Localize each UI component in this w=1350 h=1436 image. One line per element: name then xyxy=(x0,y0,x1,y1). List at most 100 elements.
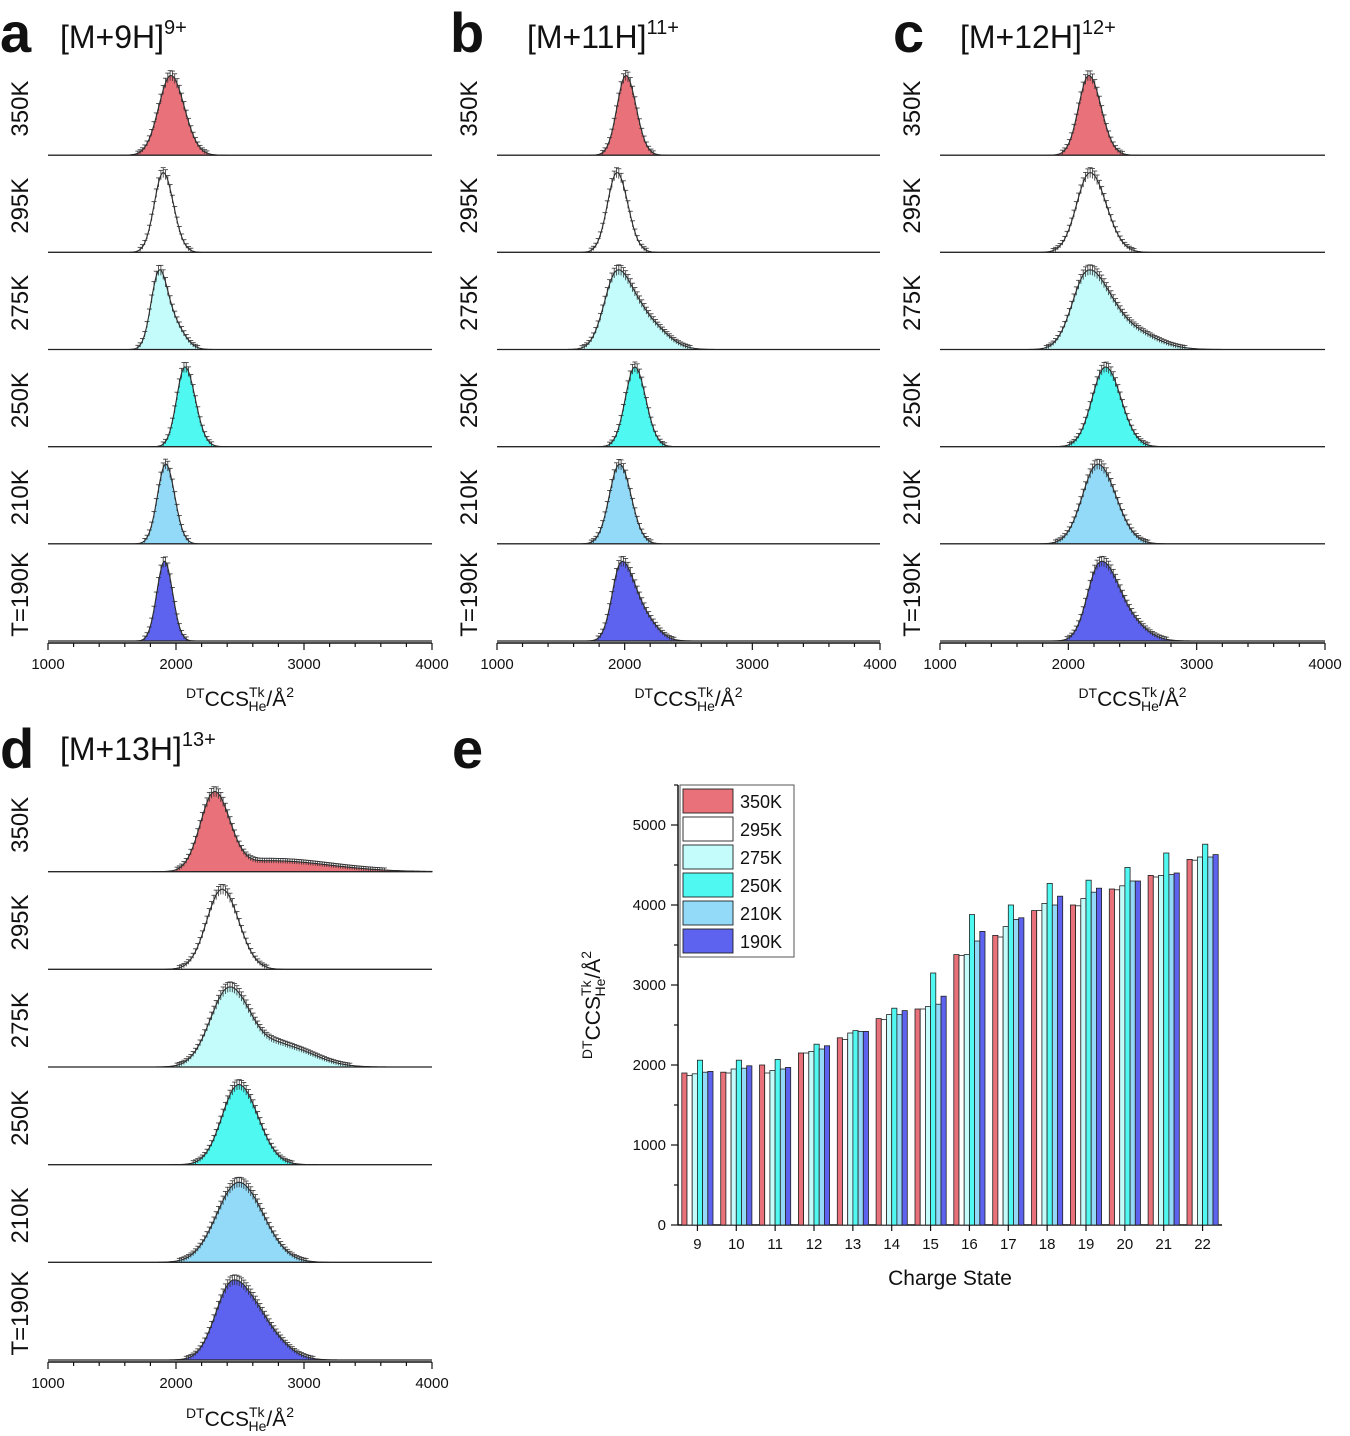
bar-210K-12 xyxy=(818,1048,825,1226)
x-tick-label: 2000 xyxy=(159,1375,192,1392)
bar-190K-13 xyxy=(862,1031,869,1226)
legend-label: 210K xyxy=(740,904,782,924)
x-tick-label: 20 xyxy=(1117,1236,1134,1253)
temp-label: 210K xyxy=(7,1187,34,1243)
temp-label: T=190K xyxy=(456,552,483,637)
legend-swatch-350K xyxy=(682,788,734,814)
bar-295K-11 xyxy=(764,1072,771,1226)
y-tick-label: 3000 xyxy=(633,977,666,994)
trace-275K: 275K xyxy=(7,981,432,1068)
panel-d: d [M+13H]13+ 350K 295K 275K 250K 210K T=190K 100… xyxy=(0,717,449,1434)
temp-label: 250K xyxy=(899,372,926,428)
bar-190K-9 xyxy=(707,1071,714,1226)
x-tick-label: 1000 xyxy=(480,656,513,673)
bar-210K-11 xyxy=(779,1068,786,1226)
bar-190K-18 xyxy=(1057,895,1064,1226)
bar-295K-10 xyxy=(725,1072,732,1226)
distribution-area xyxy=(48,269,432,351)
bar-295K-18 xyxy=(1036,910,1043,1226)
legend-swatch-250K xyxy=(682,872,734,898)
x-tick-label: 15 xyxy=(922,1236,939,1253)
bar-275K-21 xyxy=(1158,875,1165,1226)
distribution-area xyxy=(940,172,1325,253)
bar-250K-12 xyxy=(813,1043,820,1226)
x-tick-label: 1000 xyxy=(923,656,956,673)
bar-350K-13 xyxy=(836,1037,843,1226)
bar-295K-17 xyxy=(997,936,1004,1226)
trace-350K: 350K xyxy=(7,70,432,156)
trace-275K: 275K xyxy=(899,264,1325,351)
trace-210K: 210K xyxy=(456,458,880,545)
bar-190K-10 xyxy=(746,1065,753,1226)
bar-190K-21 xyxy=(1173,872,1180,1226)
distribution-area xyxy=(48,986,432,1068)
trace-250K: 250K xyxy=(899,361,1325,448)
bar-250K-15 xyxy=(930,972,937,1226)
bar-190K-17 xyxy=(1018,917,1025,1226)
temp-label: 350K xyxy=(456,81,483,137)
bar-350K-15 xyxy=(914,1008,921,1226)
bar-275K-22 xyxy=(1197,856,1204,1226)
trace-210K: 210K xyxy=(7,1176,432,1263)
ion-title: [M+13H]13+ xyxy=(60,729,216,767)
x-tick-label: 4000 xyxy=(863,656,896,673)
bar-190K-12 xyxy=(824,1045,831,1226)
bar-210K-14 xyxy=(896,1014,903,1226)
distribution-area xyxy=(48,74,432,156)
temp-label: 275K xyxy=(7,992,34,1048)
trace-250K: 250K xyxy=(7,1079,432,1166)
distribution-area xyxy=(497,463,880,545)
bar-275K-13 xyxy=(847,1032,854,1226)
bar-275K-18 xyxy=(1041,903,1048,1226)
panel-letter: b xyxy=(450,1,484,64)
distribution-area xyxy=(48,791,433,873)
bar-295K-22 xyxy=(1191,859,1198,1226)
distribution-area xyxy=(48,1084,432,1166)
x-tick-label: 12 xyxy=(806,1236,823,1253)
distribution-area xyxy=(48,560,432,642)
temp-label: 210K xyxy=(7,469,34,525)
bar-275K-20 xyxy=(1119,885,1126,1226)
bar-250K-13 xyxy=(852,1030,859,1226)
bar-190K-11 xyxy=(785,1067,792,1226)
x-tick-label: 9 xyxy=(693,1236,701,1253)
x-tick-label: 18 xyxy=(1039,1236,1056,1253)
trace-250K: 250K xyxy=(7,362,432,448)
y-tick-label: 4000 xyxy=(633,897,666,914)
bar-275K-11 xyxy=(769,1070,776,1226)
x-axis-title: DTCCSTk He/Å2 xyxy=(186,684,294,714)
trace-295K: 295K xyxy=(7,167,432,253)
bar-295K-19 xyxy=(1075,905,1082,1226)
bar-350K-19 xyxy=(1070,904,1077,1226)
legend-label: 190K xyxy=(740,932,782,952)
bar-250K-20 xyxy=(1124,867,1131,1226)
distribution-area xyxy=(48,1279,432,1361)
panel-letter: d xyxy=(0,717,34,780)
legend-swatch-295K xyxy=(682,816,734,842)
legend-label: 350K xyxy=(740,792,782,812)
temp-label: 250K xyxy=(7,372,34,428)
x-axis-title: DTCCSTk He/Å2 xyxy=(634,684,742,714)
trace-250K: 250K xyxy=(456,361,880,448)
x-tick-label: 14 xyxy=(883,1236,900,1253)
trace-190K: T=190K xyxy=(7,552,432,642)
bar-295K-12 xyxy=(803,1052,810,1226)
x-axis-title: DTCCSTk He/Å2 xyxy=(186,1404,294,1434)
ion-title: [M+9H]9+ xyxy=(60,17,187,55)
bar-350K-10 xyxy=(720,1071,727,1226)
trace-350K: 350K xyxy=(899,70,1325,156)
bar-250K-18 xyxy=(1046,883,1053,1226)
x-axis-title: Charge State xyxy=(888,1267,1012,1290)
x-tick-label: 3000 xyxy=(1180,656,1213,673)
bar-350K-14 xyxy=(875,1018,882,1226)
bar-210K-18 xyxy=(1051,904,1058,1226)
bar-250K-16 xyxy=(969,914,976,1226)
trace-295K: 295K xyxy=(7,883,432,970)
legend-label: 295K xyxy=(740,820,782,840)
panel-letter: a xyxy=(0,1,32,64)
distribution-area xyxy=(497,560,880,642)
panel-letter: c xyxy=(893,1,924,64)
panel-b: b [M+11H]11+ 350K 295K 275K 250K 210K T=190K 100… xyxy=(450,1,897,714)
temp-label: 275K xyxy=(7,275,34,331)
